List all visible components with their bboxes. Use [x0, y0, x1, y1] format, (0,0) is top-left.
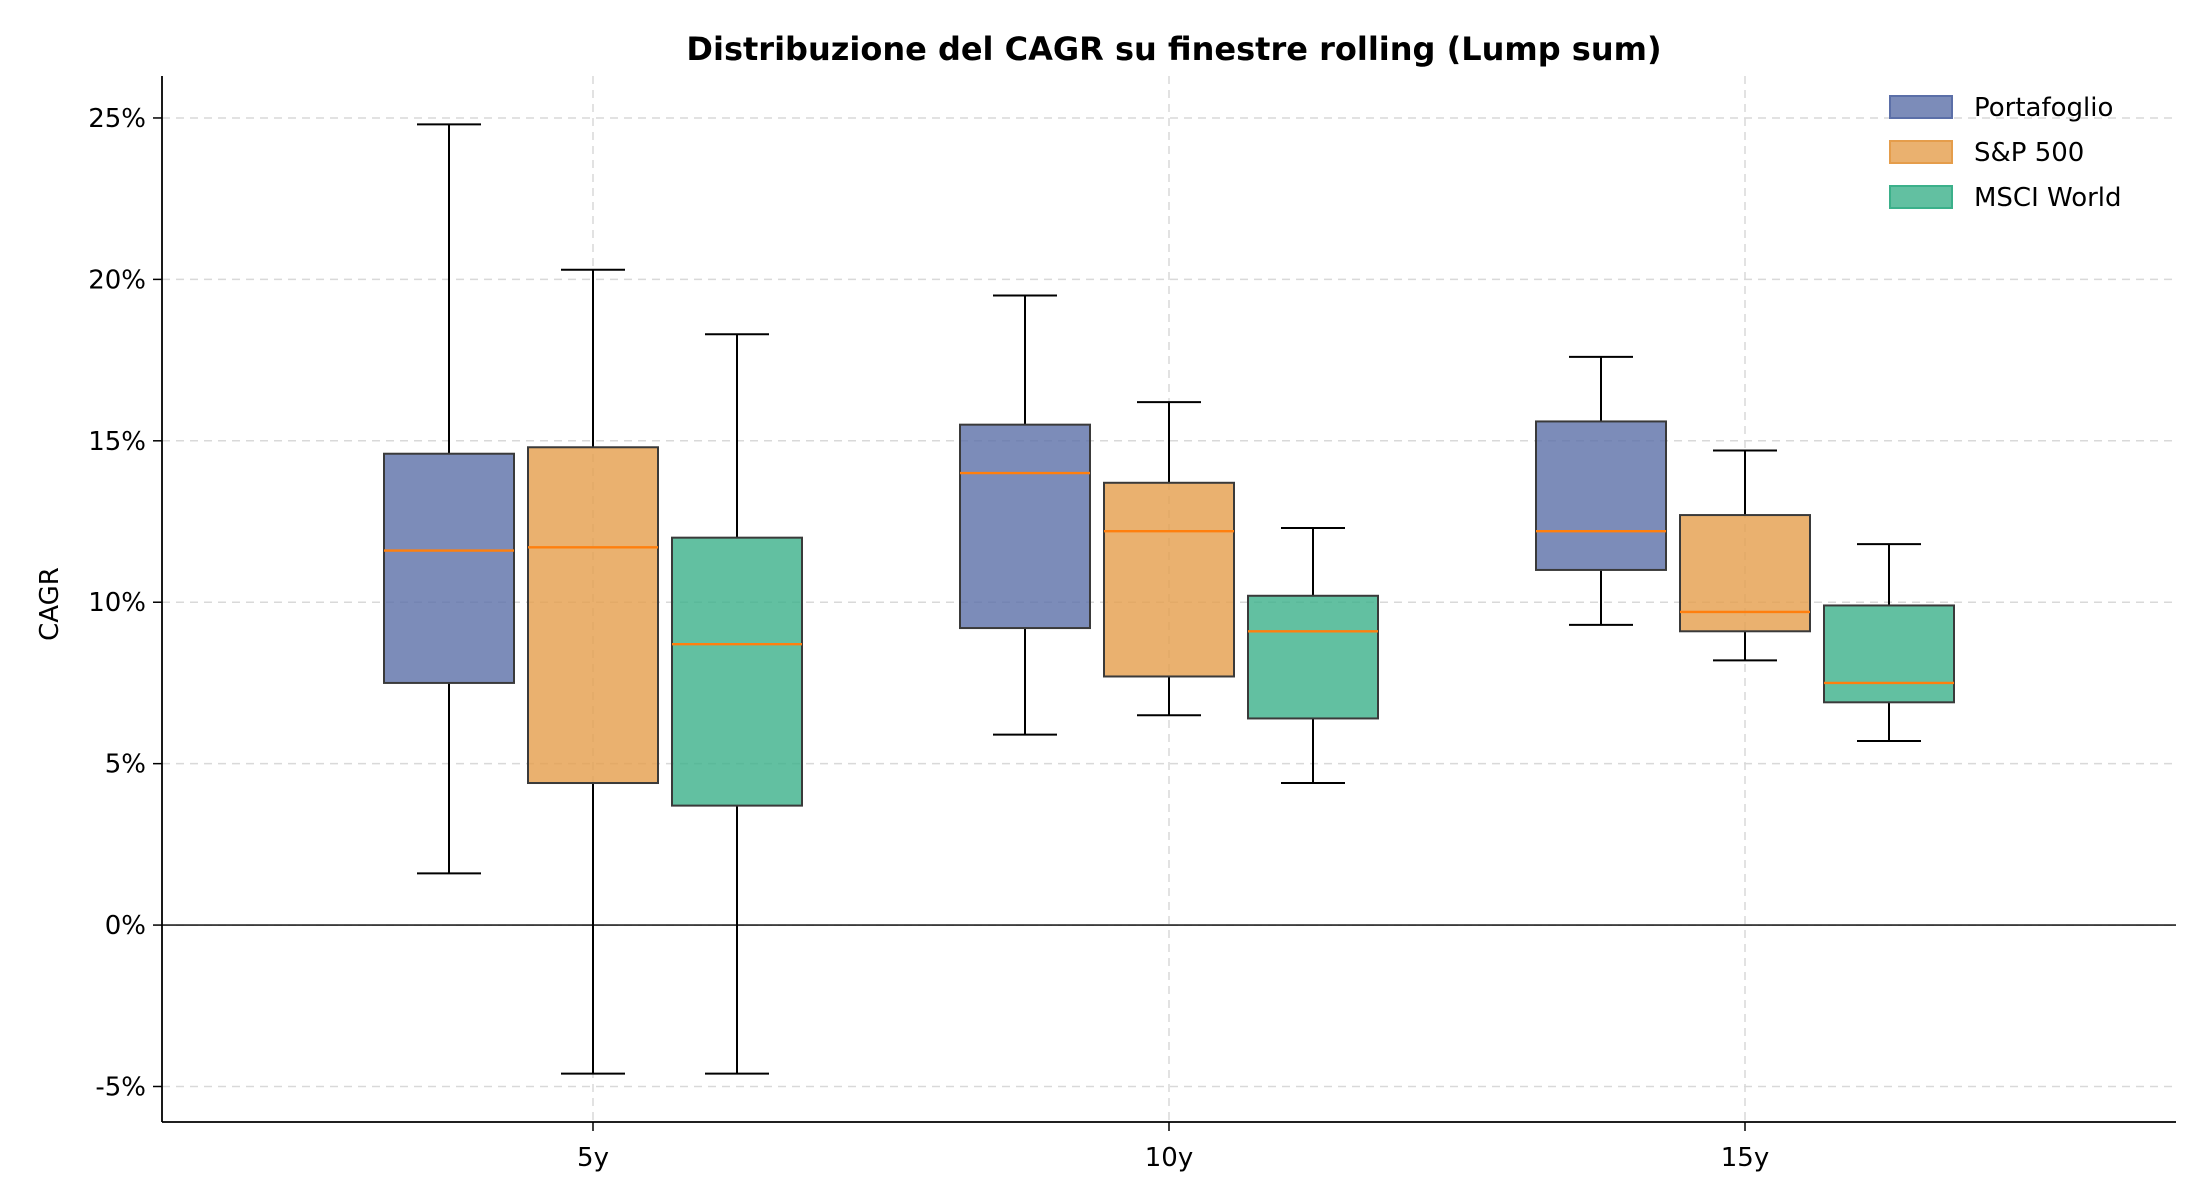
- box-iqr: [527, 446, 659, 785]
- legend-label: S&P 500: [1974, 138, 2084, 168]
- box-iqr: [1535, 420, 1667, 571]
- legend-swatch: [1889, 140, 1953, 164]
- x-tick-label: 5y: [577, 1143, 609, 1173]
- legend-label: MSCI World: [1974, 183, 2122, 213]
- box-2-0: [671, 333, 803, 1075]
- chart-title: Distribuzione del CAGR su finestre rolli…: [686, 30, 1661, 68]
- legend-label: Portafoglio: [1974, 93, 2113, 123]
- box-iqr: [1679, 514, 1811, 633]
- axis-layer: -5% 0% 5% 10% 15% 20% 25% 5y 10y 15y: [88, 76, 2176, 1173]
- legend-swatch: [1889, 95, 1953, 119]
- box-0-2: [1535, 355, 1667, 626]
- legend: Portafoglio S&P 500 MSCI World: [1889, 93, 2122, 213]
- legend-swatch: [1889, 185, 1953, 209]
- box-layer: [383, 123, 1955, 1075]
- y-tick-label: 20%: [88, 265, 146, 295]
- box-0-1: [959, 294, 1091, 736]
- box-iqr: [959, 423, 1091, 630]
- box-iqr: [1823, 604, 1955, 704]
- y-tick-label: -5%: [95, 1072, 146, 1102]
- y-axis-label: CAGR: [35, 567, 65, 641]
- box-iqr: [1247, 594, 1379, 720]
- box-iqr: [671, 536, 803, 807]
- box-1-1: [1103, 401, 1235, 717]
- y-tick-label: 5%: [105, 750, 146, 780]
- box-iqr: [383, 452, 515, 684]
- box-1-0: [527, 268, 659, 1075]
- x-tick-label: 15y: [1721, 1143, 1769, 1173]
- box-2-2: [1823, 543, 1955, 743]
- y-tick-label: 25%: [88, 104, 146, 134]
- box-iqr: [1103, 481, 1235, 678]
- y-tick-label: 0%: [105, 911, 146, 941]
- box-1-2: [1679, 449, 1811, 662]
- y-tick-label: 15%: [88, 427, 146, 457]
- box-0-0: [383, 123, 515, 875]
- x-tick-label: 10y: [1145, 1143, 1193, 1173]
- box-2-1: [1247, 526, 1379, 785]
- y-tick-label: 10%: [88, 588, 146, 618]
